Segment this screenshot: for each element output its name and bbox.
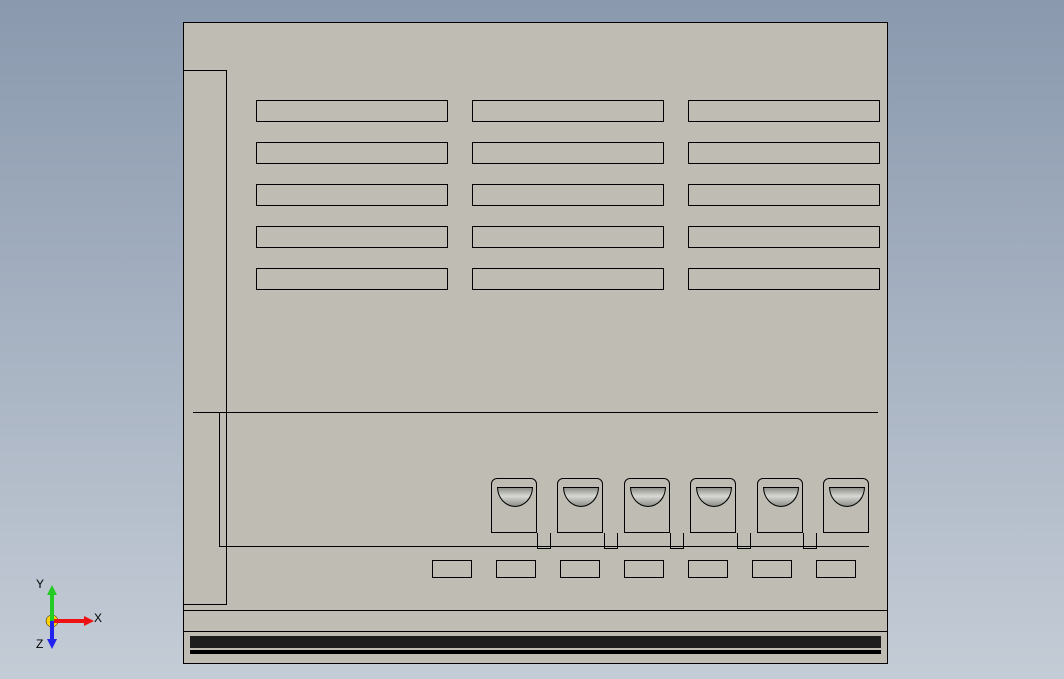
vent-slot [256,100,448,122]
vent-slot [256,268,448,290]
cad-viewport[interactable]: X Y Z [0,0,1064,679]
terminal-metal-icon [630,487,666,507]
vent-slot [256,142,448,164]
vent-slot [688,226,880,248]
terminal-divider [670,533,684,549]
terminal-recess [823,478,869,533]
vent-slot [472,100,664,122]
axis-x-label: X [94,611,102,625]
base-dark-strip [190,636,881,648]
bottom-tab [816,560,856,578]
terminal-metal-icon [829,487,865,507]
vent-slot [472,142,664,164]
bottom-tab [688,560,728,578]
axis-y-icon [47,585,57,621]
terminal-recess [624,478,670,533]
terminal-divider [737,533,751,549]
axis-x-icon [52,616,94,626]
bottom-tab [560,560,600,578]
vent-slot [472,268,664,290]
terminal-metal-icon [497,487,533,507]
axis-origin-icon [46,615,58,627]
vent-slot [688,100,880,122]
bottom-tab [496,560,536,578]
axis-z-label: Z [36,637,43,651]
vent-slot [688,268,880,290]
terminal-metal-icon [696,487,732,507]
terminal-metal-icon [763,487,799,507]
vent-slot [688,142,880,164]
terminal-divider [537,533,551,549]
vent-slot [256,226,448,248]
terminal-divider [604,533,618,549]
terminal-recess [757,478,803,533]
vent-slot [688,184,880,206]
vent-slot [472,226,664,248]
base-bottom-edge [190,650,881,654]
terminal-recess [491,478,537,533]
bottom-tab [624,560,664,578]
bottom-tab [752,560,792,578]
vent-slot [256,184,448,206]
axis-triad: X Y Z [32,581,102,651]
vent-slot [472,184,664,206]
bottom-tab [432,560,472,578]
axis-z-icon [47,621,57,649]
terminal-metal-icon [563,487,599,507]
terminal-recess [557,478,603,533]
terminal-recess [690,478,736,533]
axis-y-label: Y [36,577,44,591]
lower-band [183,610,888,632]
terminal-divider [803,533,817,549]
